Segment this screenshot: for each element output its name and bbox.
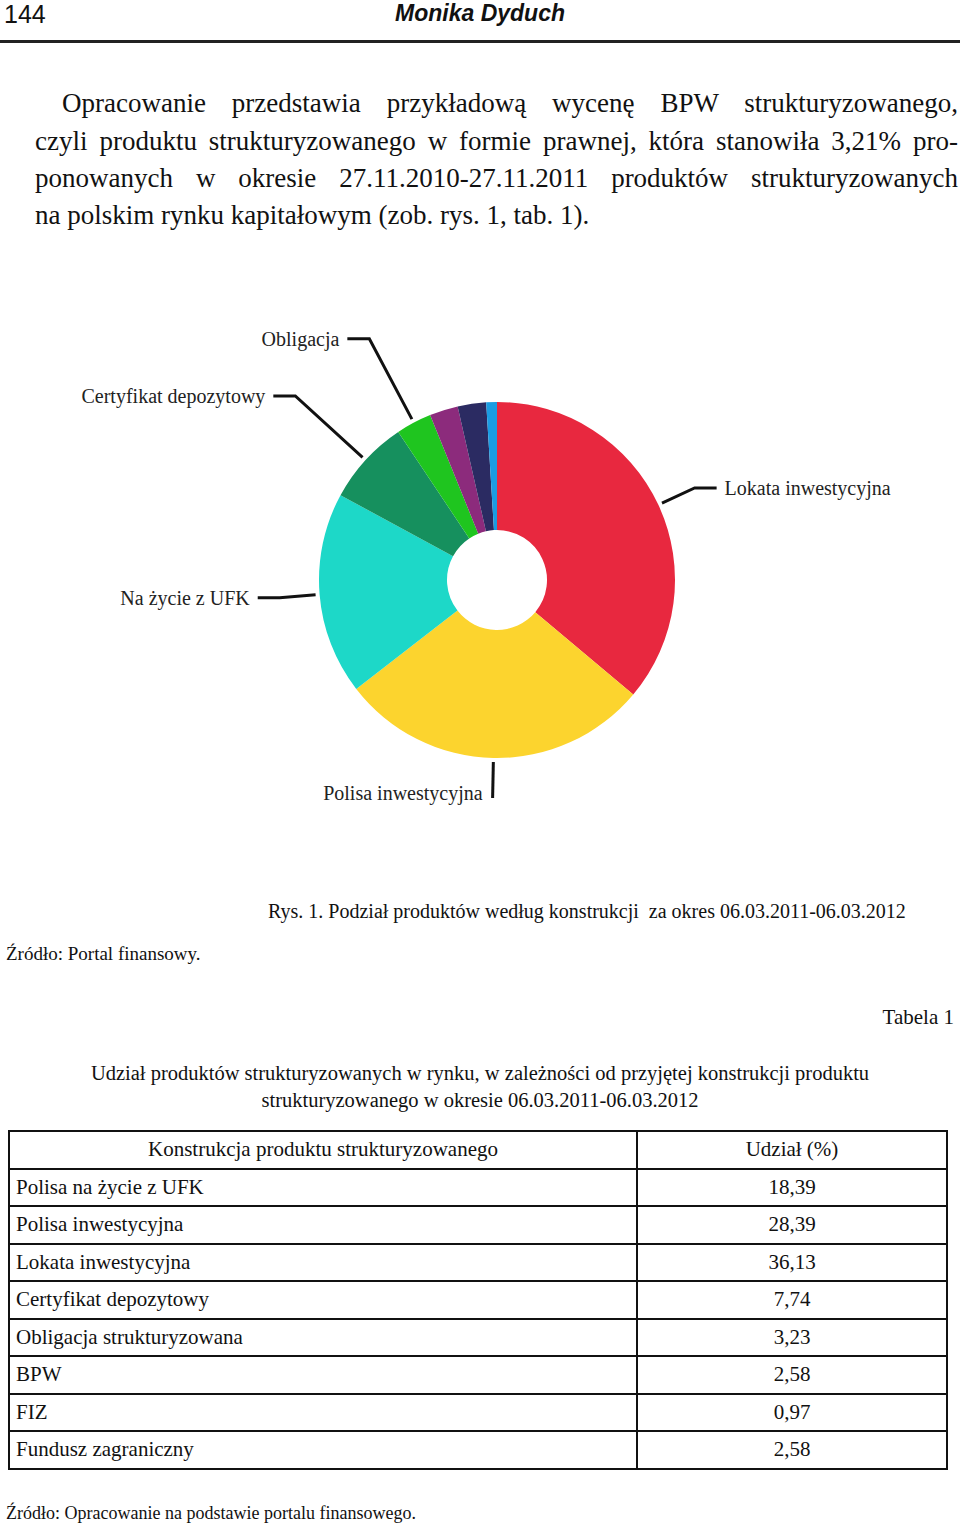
html-text:Polisa na życie z UFK: Polisa na życie z UFK [16, 1174, 204, 1199]
html-text:Lokata inwestycyjna: Lokata inwestycyjna [16, 1249, 191, 1274]
svg-text:Polisa inwestycyjna: Polisa inwestycyjna [323, 782, 483, 805]
html-text:czyli produktu strukturyzowane: czyli produktu strukturyzowanego w formi… [35, 126, 958, 156]
svg-text:Na życie z UFK: Na życie z UFK [120, 587, 250, 610]
html-text:2,58: 2,58 [773, 1362, 811, 1387]
html-text:Certyfikat depozytowy: Certyfikat depozytowy [16, 1287, 209, 1312]
html-text:7,74: 7,74 [773, 1287, 811, 1312]
html-text:Rys. 1. Podział produktów wedł: Rys. 1. Podział produktów według konstru… [268, 900, 906, 922]
html-text:0,97: 0,97 [773, 1399, 811, 1424]
svg-text:Certyfikat depozytowy: Certyfikat depozytowy [81, 385, 265, 408]
html-text:Źródło: Portal finansowy.: Źródło: Portal finansowy. [6, 943, 201, 964]
html-text:ponowanych w okresie 27.11.201: ponowanych w okresie 27.11.2010-27.11.20… [35, 163, 958, 193]
html-text:Źródło: Opracowanie na podstaw: Źródło: Opracowanie na podstawie portalu… [6, 1503, 416, 1523]
html-text:Obligacja strukturyzowana: Obligacja strukturyzowana [16, 1324, 243, 1349]
html-text:36,13: 36,13 [768, 1249, 816, 1274]
html-text:144: 144 [4, 0, 46, 28]
html-text:BPW: BPW [16, 1362, 62, 1387]
html-text:Monika Dyduch: Monika Dyduch [395, 0, 565, 26]
html-text:Opracowanie przedstawia przykł: Opracowanie przedstawia przykładową wyce… [62, 88, 958, 118]
html-text:18,39: 18,39 [768, 1174, 816, 1199]
html-text:2,58: 2,58 [773, 1437, 811, 1462]
html-text:FIZ: FIZ [16, 1399, 48, 1424]
html-text:Fundusz zagraniczny: Fundusz zagraniczny [16, 1437, 194, 1462]
html-text:Tabela 1: Tabela 1 [882, 1005, 954, 1029]
html-text:Udział produktów strukturyzowa: Udział produktów strukturyzowanych w ryn… [90, 1062, 870, 1111]
html-text:Udział (%): Udział (%) [745, 1137, 839, 1162]
html-text:Polisa inwestycyjna: Polisa inwestycyjna [16, 1212, 184, 1237]
svg-text:Lokata inwestycyjna: Lokata inwestycyjna [725, 477, 891, 500]
svg-text:Obligacja: Obligacja [262, 328, 340, 351]
html-text:Konstrukcja produktu struktury: Konstrukcja produktu strukturyzowanego [148, 1137, 498, 1162]
html-text:3,23: 3,23 [773, 1324, 811, 1349]
html-text:28,39: 28,39 [768, 1212, 816, 1237]
html-text:na polskim rynku kapitałowym (: na polskim rynku kapitałowym (zob. rys. … [35, 200, 590, 230]
